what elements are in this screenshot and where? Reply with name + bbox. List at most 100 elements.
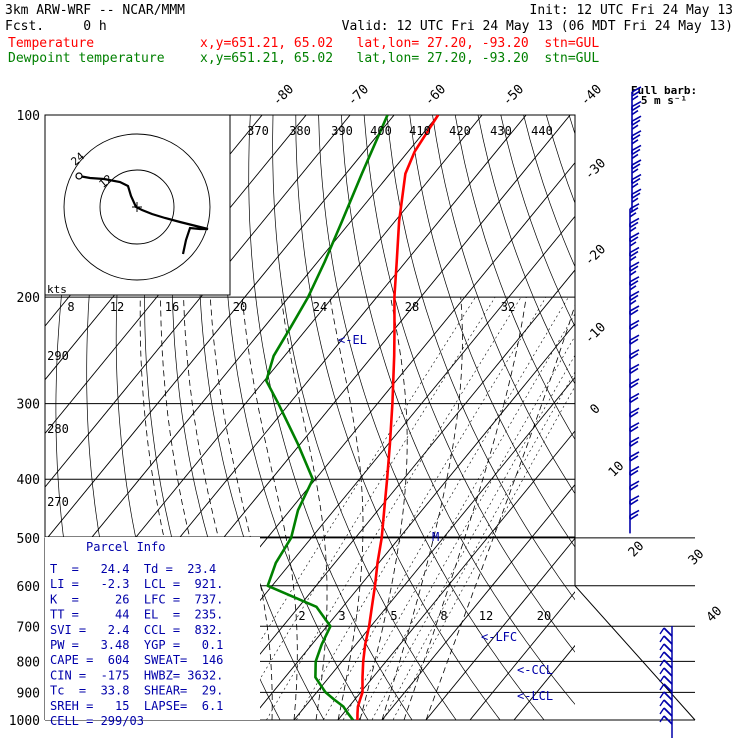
dry-adiabat [341,115,575,705]
pressure-tick-label: 100 [17,109,40,124]
temperature-profile [356,115,440,720]
dry-adiabat [545,115,575,205]
m-marker: M [432,530,439,544]
theta-label: 420 [449,124,471,138]
isotherm [45,115,395,542]
parcel-info-row: PW = 3.48 YGP = 0.1 [50,638,223,652]
mixing-ratio-label: 3 [338,609,345,623]
parcel-info-row: T = 24.4 Td = 23.4 [50,562,216,576]
isotherm [45,115,439,596]
dry-adiabat [409,115,575,548]
mixing-ratio-line [235,296,496,720]
isotherm [469,591,575,720]
pressure-tick-label: 1000 [9,714,40,729]
dry-adiabat [363,115,575,653]
theta-label: 280 [47,422,69,436]
theta-label: 440 [531,124,553,138]
mixing-ratio-label: 16 [165,300,179,314]
mixing-ratio-label: 8 [440,609,447,623]
skew-temp-label: -30 [582,156,609,183]
isotherm [293,376,575,720]
mixing-ratio-line [295,296,547,720]
parcel-info-row: K = 26 LFC = 737. [50,592,223,606]
mixing-ratio-label: 12 [110,300,124,314]
mixing-ratio-label: 32 [501,300,515,314]
dry-adiabat [223,115,369,720]
moist-adiabat [425,303,575,720]
legend-dewpoint-label: Dewpoint temperature [8,51,165,66]
parcel-info-panel: Parcel Info T = 24.4 Td = 23.4LI = -2.3 … [45,537,260,728]
parcel-info-row: SREH = 15 LAPSE= 6.1 [50,699,223,713]
wind-barbs [629,86,673,738]
mixing-ratio-label: 20 [233,300,247,314]
legend-temperature-label: Temperature [8,36,94,51]
lfc-marker: <-LFC [481,630,517,644]
ccl-marker: <-CCL [517,663,553,677]
barb-legend-label: Full barb: [631,84,697,97]
theta-label: 410 [409,124,431,138]
theta-label: 270 [47,495,69,509]
pressure-tick-label: 900 [17,686,40,701]
pressure-tick-label: 300 [17,398,40,413]
isotherm [45,115,351,488]
mixing-ratio-line [358,335,575,720]
skew-temp-label: -40 [578,82,605,109]
el-marker: <-EL [338,333,367,347]
theta-label: 430 [490,124,512,138]
parcel-info-row: TT = 44 EL = 235. [50,608,223,622]
mixing-ratio-label: 24 [313,300,327,314]
hodograph-trace [78,174,209,255]
skew-temp-label: 0 [587,401,603,417]
skew-temp-label: -80 [270,82,297,109]
isotherm [381,483,575,720]
parcel-info-row: SVI = 2.4 CCL = 832. [50,623,223,637]
theta-label: 390 [331,124,353,138]
dry-adiabat [295,115,501,720]
dry-adiabat [500,115,575,328]
init-time: Init: 12 UTC Fri 24 May 13 [530,3,734,18]
skew-temp-label: 10 [606,459,628,481]
pressure-tick-label: 600 [17,580,40,595]
pressure-tick-label: 800 [17,655,40,670]
isotherm [45,115,307,435]
dry-adiabat [272,115,457,720]
mixing-ratio-label: 5 [390,609,397,623]
dry-adiabat [568,115,575,136]
hodograph-unit: kts [47,283,67,296]
mixing-ratio-line [392,385,575,720]
moist-adiabat [280,297,328,720]
isotherm [205,269,575,720]
isotherm [249,322,575,720]
mixing-ratio-label: 8 [67,300,74,314]
skew-temp-label: -20 [582,242,609,269]
dry-adiabat [477,115,575,385]
moist-adiabat [139,297,207,720]
skew-temp-label: 40 [704,604,726,626]
mixing-ratio-label: 28 [405,300,419,314]
level-markers: <-EL M <-LFC <-CCL <-LCL [338,333,553,703]
mixing-ratio-line [211,296,476,720]
plot-frame [44,114,576,538]
mixing-ratio-label: 12 [479,609,493,623]
parcel-info-row: LI = -2.3 LCL = 921. [50,577,223,591]
skew-temp-label: 30 [686,547,708,569]
skew-temp-label: -10 [582,320,609,347]
model-title: 3km ARW-WRF -- NCAR/MMM [5,3,185,18]
theta-label: 400 [370,124,392,138]
mixing-ratio-line [322,296,569,720]
moist-adiabat [359,297,408,720]
theta-label: 370 [247,124,269,138]
parcel-info-row: Tc = 33.8 SHEAR= 29. [50,684,223,698]
dry-adiabat [248,115,413,720]
dry-adiabat [432,115,575,495]
theta-label: 290 [47,349,69,363]
hodograph-ring [63,133,211,281]
theta-label: 380 [289,124,311,138]
mixing-ratio-line [371,354,575,720]
pressure-tick-label: 200 [17,291,40,306]
legend-dewpoint-info: x,y=651.21, 65.02 lat,lon= 27.20, -93.20… [200,51,599,66]
parcel-info-row: CIN = -175 HWBZ= 3632. [50,668,223,682]
dry-adiabat [386,115,575,601]
skew-temp-label: 20 [626,539,648,561]
